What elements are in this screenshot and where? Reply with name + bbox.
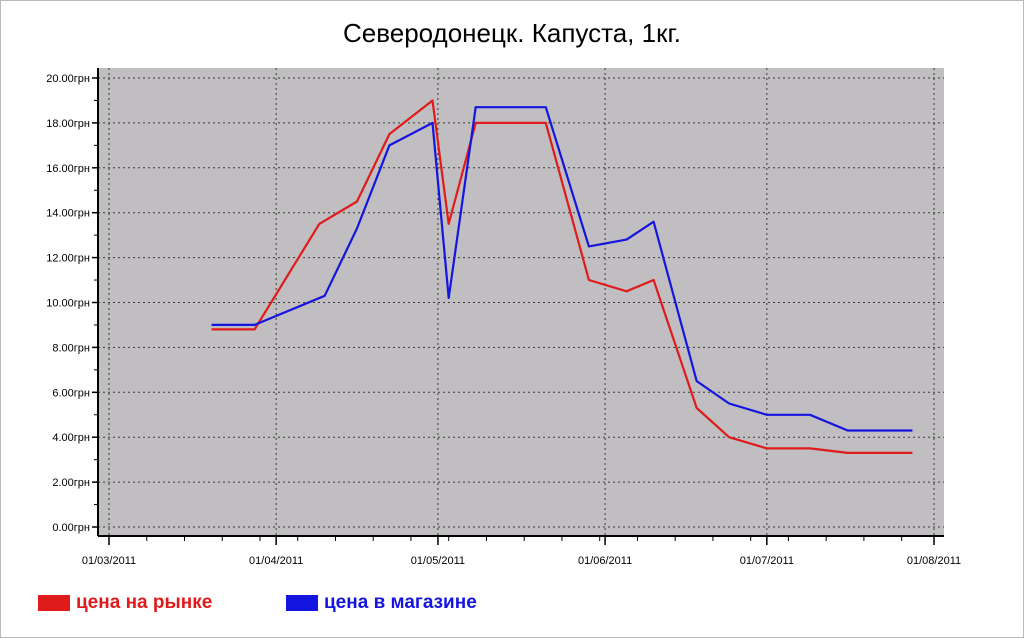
y-tick-label: 4.00грн: [52, 432, 90, 444]
legend-label-market: цена на рынке: [76, 592, 213, 613]
y-tick-label: 14.00грн: [46, 208, 90, 220]
x-tick-label: 01/05/2011: [411, 555, 465, 567]
y-tick-label: 8.00грн: [52, 342, 90, 354]
legend-swatch-market: [38, 595, 70, 611]
x-tick-label: 01/06/2011: [578, 555, 632, 567]
x-tick-label: 01/08/2011: [907, 555, 961, 567]
x-tick-label: 01/03/2011: [82, 555, 136, 567]
legend-label-store: цена в магазине: [324, 592, 477, 613]
series-line-1: [211, 106, 913, 432]
series-line-0: [211, 99, 913, 454]
y-tick-label: 2.00грн: [52, 477, 90, 489]
legend-item-market: цена на рынке: [38, 592, 212, 614]
y-tick-label: 10.00грн: [46, 298, 90, 310]
legend-item-store: цена в магазине: [286, 592, 477, 614]
y-tick-label: 18.00грн: [46, 118, 90, 130]
chart-title: Северодонецк. Капуста, 1кг.: [342, 18, 681, 48]
y-tick-label: 16.00грн: [46, 163, 90, 175]
y-tick-label: 20.00грн: [46, 73, 90, 85]
legend-swatch-store: [286, 595, 318, 611]
y-tick-label: 6.00грн: [52, 387, 90, 399]
y-tick-label: 12.00грн: [46, 253, 90, 265]
x-tick-label: 01/04/2011: [249, 555, 303, 567]
y-tick-label: 0.00грн: [52, 522, 90, 534]
x-tick-label: 01/07/2011: [740, 555, 794, 567]
